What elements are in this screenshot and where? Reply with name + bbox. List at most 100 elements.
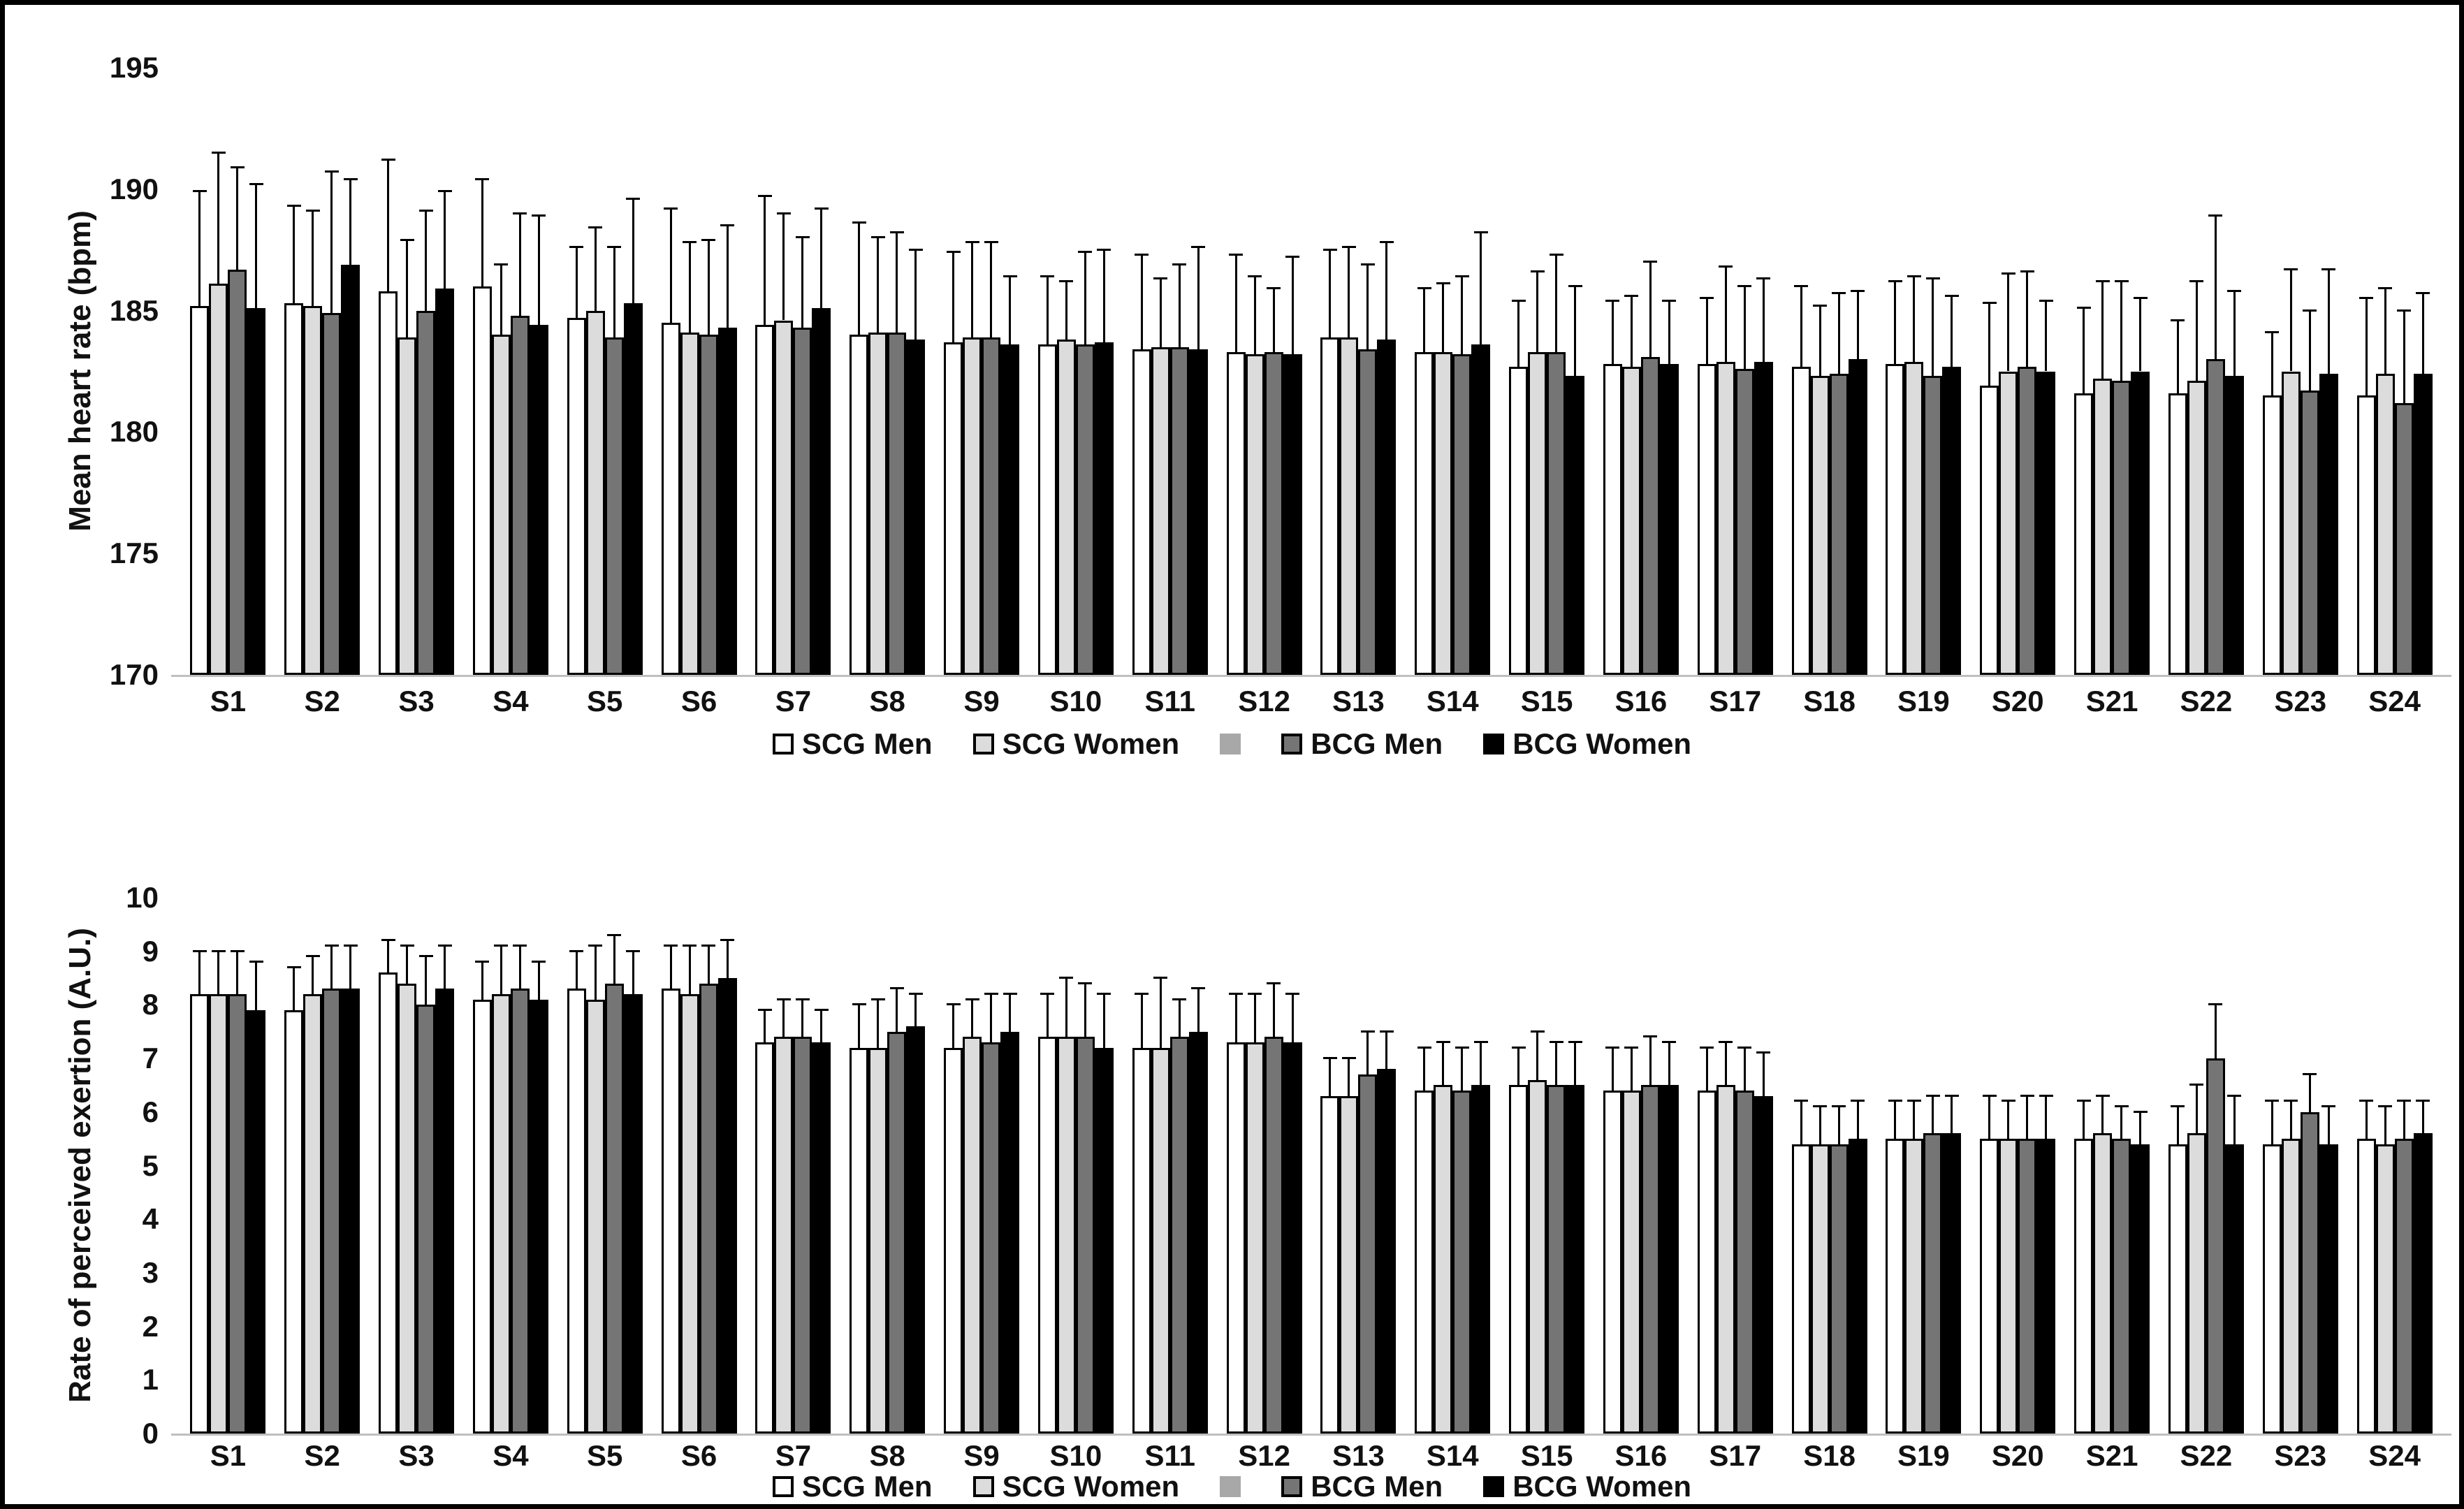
error-whisker: [1536, 1031, 1539, 1080]
bar: [1904, 1139, 1924, 1434]
error-whisker: [613, 935, 615, 984]
error-whisker: [1837, 1107, 1840, 1144]
error-whisker: [1385, 1031, 1388, 1070]
bar: [887, 332, 907, 675]
error-whisker: [2139, 298, 2142, 372]
bar: [1377, 1069, 1397, 1434]
error-whisker: [2289, 1101, 2292, 1139]
error-cap: [1530, 270, 1545, 272]
error-whisker: [217, 152, 220, 284]
bar: [1603, 364, 1622, 675]
legend-swatch: [772, 734, 794, 754]
error-whisker: [2214, 216, 2217, 360]
bar: [435, 289, 455, 675]
bar: [1000, 344, 1020, 675]
legend-label: SCG Men: [801, 727, 933, 760]
error-whisker: [2327, 269, 2330, 374]
error-cap: [2227, 1094, 2242, 1097]
bar: [2413, 1133, 2433, 1434]
legend-swatch: [1483, 1476, 1505, 1497]
error-whisker: [877, 999, 880, 1048]
error-cap: [1794, 1100, 1809, 1102]
error-whisker: [1800, 286, 1802, 367]
error-whisker: [1951, 296, 1953, 367]
y-tick-label: 9: [142, 934, 159, 968]
error-cap: [2303, 309, 2317, 312]
error-whisker: [1197, 989, 1200, 1032]
bar: [1434, 351, 1453, 675]
error-cap: [2001, 272, 2015, 275]
error-whisker: [406, 946, 409, 984]
bar: [1547, 351, 1566, 675]
error-whisker: [632, 951, 634, 995]
bar: [1735, 369, 1754, 675]
error-whisker: [1291, 257, 1294, 355]
error-cap: [2039, 299, 2053, 302]
error-cap: [1813, 1105, 1828, 1108]
error-cap: [305, 210, 320, 212]
bar: [623, 303, 643, 675]
bar: [2018, 1139, 2037, 1434]
error-cap: [418, 210, 433, 212]
error-whisker: [2214, 1005, 2217, 1059]
bar: [1151, 347, 1170, 675]
bar: [868, 1047, 888, 1434]
legend-label: SCG Women: [1002, 1470, 1180, 1503]
bar: [416, 1005, 436, 1434]
error-cap: [1078, 251, 1093, 254]
bar: [2356, 395, 2376, 675]
legend-swatch: [1281, 734, 1303, 754]
bar: [680, 994, 699, 1434]
error-whisker: [1743, 1047, 1746, 1091]
error-whisker: [198, 951, 201, 995]
error-whisker: [2384, 1107, 2386, 1144]
error-whisker: [1159, 279, 1162, 347]
x-tick-label: S17: [1709, 685, 1762, 717]
error-whisker: [1046, 276, 1049, 345]
error-whisker: [2195, 1085, 2198, 1134]
bar: [1980, 386, 1999, 675]
error-whisker: [444, 946, 446, 989]
bar: [1264, 351, 1283, 675]
bar: [1075, 1037, 1095, 1434]
error-cap: [607, 246, 622, 249]
x-axis-line: [171, 675, 2451, 677]
x-tick-label: S7: [775, 685, 812, 717]
bar: [510, 989, 530, 1434]
bar: [1132, 349, 1151, 675]
error-whisker: [1611, 300, 1614, 365]
error-cap: [889, 231, 904, 234]
error-whisker: [1178, 999, 1181, 1037]
bar: [1509, 1085, 1529, 1434]
error-whisker: [2421, 293, 2424, 374]
legend-swatch: [972, 1476, 994, 1497]
error-cap: [1605, 1046, 1620, 1049]
legend-label: BCG Women: [1512, 1470, 1692, 1503]
error-cap: [814, 207, 829, 210]
x-tick-label: S10: [1049, 685, 1102, 717]
error-cap: [532, 214, 546, 217]
bar: [1923, 1133, 1943, 1434]
error-whisker: [1894, 281, 1897, 365]
error-cap: [1624, 1046, 1639, 1049]
error-whisker: [1932, 1095, 1934, 1134]
legend-label: SCG Men: [801, 1470, 933, 1503]
error-cap: [720, 939, 735, 942]
error-cap: [1341, 1057, 1356, 1060]
bar: [1566, 376, 1585, 675]
bar: [2300, 1111, 2319, 1434]
error-cap: [1944, 294, 1959, 297]
error-whisker: [632, 198, 634, 304]
bar: [1810, 1144, 1830, 1434]
error-cap: [400, 238, 414, 241]
x-tick-label: S24: [2368, 685, 2421, 717]
error-whisker: [2045, 300, 2048, 372]
error-cap: [324, 170, 339, 173]
error-cap: [701, 945, 716, 947]
error-whisker: [1555, 254, 1558, 352]
x-tick-label: S2: [304, 685, 340, 717]
error-cap: [588, 945, 603, 947]
error-whisker: [2195, 281, 2198, 381]
bar: [1264, 1037, 1283, 1434]
error-cap: [1059, 279, 1074, 282]
